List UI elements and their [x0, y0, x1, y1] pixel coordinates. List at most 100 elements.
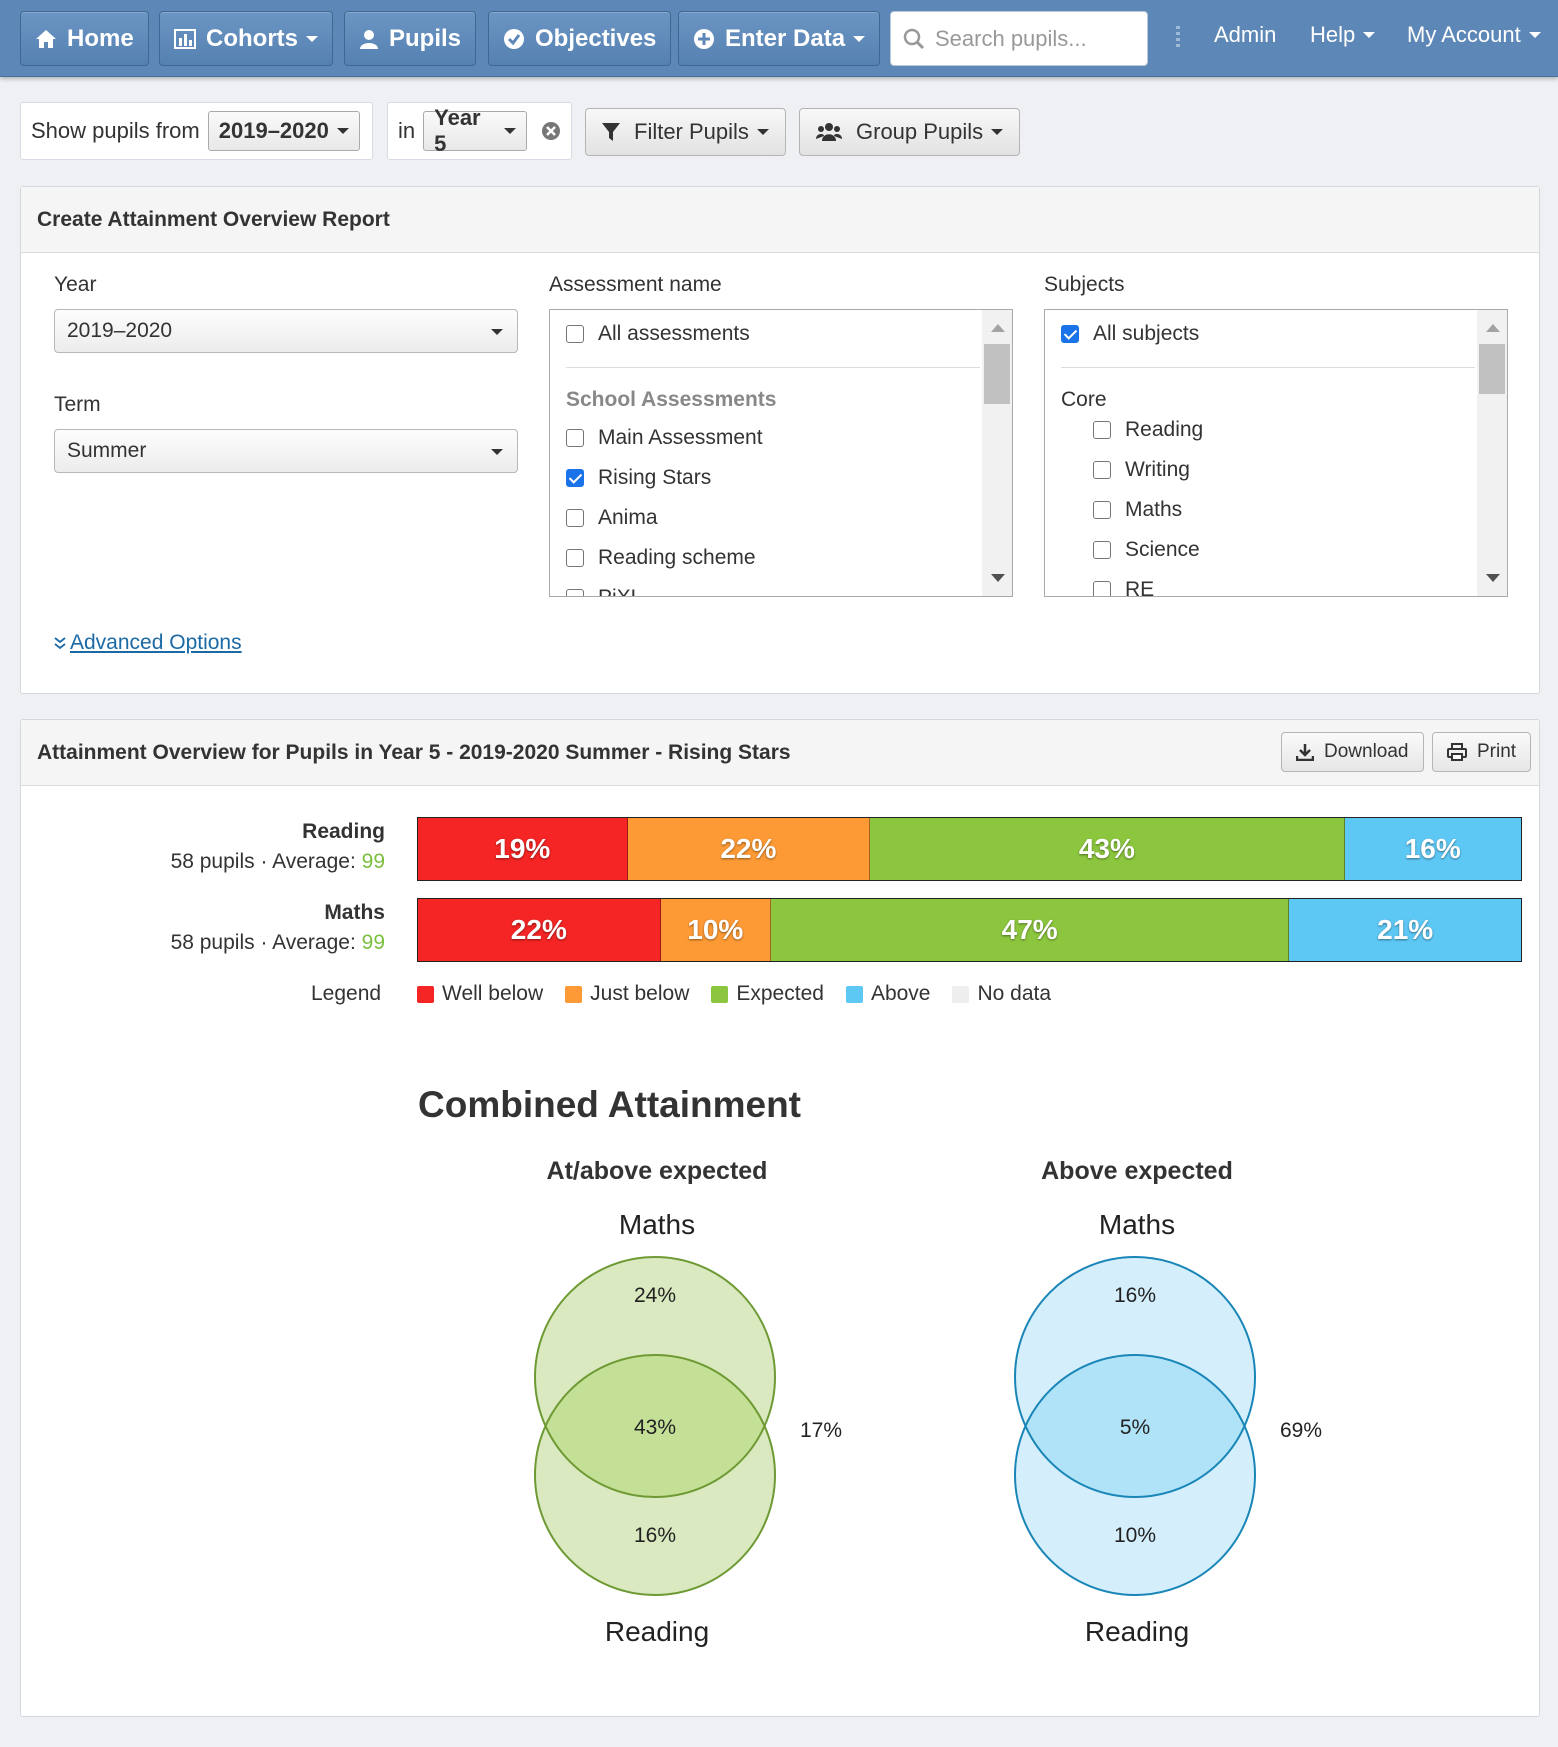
scroll-down-arrow-icon[interactable]: [991, 574, 1005, 582]
scroll-thumb[interactable]: [984, 344, 1010, 404]
subject-option-maths[interactable]: Maths: [1093, 498, 1182, 522]
chevron-down-icon: [306, 35, 318, 42]
advanced-options-link[interactable]: Advanced Options: [54, 631, 242, 655]
print-button[interactable]: Print: [1432, 732, 1532, 772]
subject-option-label: Maths: [1125, 498, 1183, 521]
assessment-checkbox[interactable]: [566, 509, 584, 527]
download-icon: [1296, 743, 1314, 761]
nav-home-label: Home: [67, 24, 134, 52]
report-year-select[interactable]: 2019–2020: [54, 309, 518, 353]
toolbar-cohort-select[interactable]: Year 5: [423, 105, 527, 156]
assessment-listbox[interactable]: All assessments School Assessments Main …: [549, 309, 1013, 597]
all-assessments-label: All assessments: [598, 322, 750, 345]
report-term-select[interactable]: Summer: [54, 429, 518, 473]
legend-item-above: Above: [845, 982, 931, 1006]
assessment-checkbox[interactable]: [566, 549, 584, 567]
assessment-option-main[interactable]: Main Assessment: [566, 426, 763, 450]
scroll-down-arrow-icon[interactable]: [1486, 574, 1500, 582]
group-pupils-label: Group Pupils: [856, 119, 984, 144]
clear-cohort-icon[interactable]: [541, 121, 561, 141]
legend-swatch: [565, 985, 583, 1003]
listbox-divider: [1061, 367, 1475, 368]
maths-attainment-bar: 22% 10% 47% 21%: [417, 898, 1522, 962]
all-assessments-option[interactable]: All assessments: [566, 322, 750, 346]
filter-pupils-label: Filter Pupils: [634, 119, 749, 144]
plus-circle-icon: [693, 28, 715, 50]
venn-overlap-value: 43%: [634, 1416, 676, 1439]
assessment-option-rising-stars[interactable]: Rising Stars: [566, 466, 711, 490]
assessment-option-reading-scheme[interactable]: Reading scheme: [566, 546, 756, 570]
assessment-checkbox[interactable]: [566, 589, 584, 596]
reading-row-label: Reading 58 pupils · Average: 99: [171, 820, 385, 874]
subject-checkbox[interactable]: [1093, 541, 1111, 559]
reading-pupils-text: 58 pupils · Average:: [170, 850, 362, 873]
nav-my-account-link[interactable]: My Account: [1407, 22, 1541, 48]
subject-option-label: Writing: [1125, 458, 1190, 481]
legend-swatch: [952, 985, 970, 1003]
all-subjects-checkbox[interactable]: [1061, 325, 1079, 343]
combined-attainment-title: Combined Attainment: [418, 1084, 802, 1125]
reading-attainment-bar: 19% 22% 43% 16%: [417, 817, 1522, 881]
assessment-field-label: Assessment name: [549, 273, 722, 296]
maths-bar-segment-well-below: 22%: [418, 899, 661, 961]
nav-my-account-label: My Account: [1407, 22, 1521, 47]
users-icon: [816, 122, 842, 142]
filter-pupils-button[interactable]: Filter Pupils: [585, 108, 786, 156]
assessment-checkbox[interactable]: [566, 429, 584, 447]
scroll-up-arrow-icon[interactable]: [1486, 324, 1500, 332]
scroll-up-arrow-icon[interactable]: [991, 324, 1005, 332]
assessment-option-anima[interactable]: Anima: [566, 506, 658, 530]
subject-checkbox[interactable]: [1093, 461, 1111, 479]
create-report-header: Create Attainment Overview Report: [21, 187, 1539, 253]
subject-option-science[interactable]: Science: [1093, 538, 1200, 562]
legend-label: Above: [870, 982, 931, 1005]
toolbar-year-select[interactable]: 2019–2020: [207, 111, 360, 151]
all-subjects-option[interactable]: All subjects: [1061, 322, 1199, 346]
nav-admin-link[interactable]: Admin: [1214, 22, 1276, 48]
all-assessments-checkbox[interactable]: [566, 325, 584, 343]
subjects-scrollbar[interactable]: [1477, 310, 1507, 596]
chevron-down-icon: [504, 128, 516, 134]
subject-option-reading[interactable]: Reading: [1093, 418, 1203, 442]
subject-option-label: RE: [1125, 578, 1155, 597]
in-label: in: [398, 118, 416, 143]
nav-help-label: Help: [1310, 22, 1356, 47]
venn-overlap-value: 5%: [1120, 1416, 1150, 1439]
subjects-listbox[interactable]: All subjects Core Reading Writing Maths …: [1044, 309, 1508, 597]
download-button[interactable]: Download: [1281, 732, 1424, 772]
subject-option-re[interactable]: RE: [1093, 578, 1155, 597]
venn-above-outside-value: 69%: [1280, 1419, 1323, 1442]
assessment-checkbox[interactable]: [566, 469, 584, 487]
nav-enter-data-button[interactable]: Enter Data: [678, 11, 881, 66]
subject-checkbox[interactable]: [1093, 421, 1111, 439]
legend: Well below Just below Expected Above No data: [417, 982, 1073, 1006]
group-pupils-button[interactable]: Group Pupils: [799, 108, 1021, 156]
assessment-option-pixl[interactable]: PiXL: [566, 586, 642, 596]
subjects-field-label: Subjects: [1044, 273, 1125, 296]
venn-bottom-only-value: 10%: [1114, 1524, 1156, 1547]
subject-checkbox[interactable]: [1093, 581, 1111, 596]
assessment-scrollbar[interactable]: [982, 310, 1012, 596]
nav-cohorts-button[interactable]: Cohorts: [159, 11, 333, 66]
subject-checkbox[interactable]: [1093, 501, 1111, 519]
nav-pupils-button[interactable]: Pupils: [344, 11, 477, 66]
maths-average-value: 99: [361, 931, 385, 954]
term-field-label: Term: [54, 393, 101, 416]
print-label: Print: [1477, 741, 1517, 762]
legend-item-well-below: Well below: [417, 982, 543, 1006]
toolbar-cohort-value: Year 5: [434, 105, 481, 156]
maths-subject-name: Maths: [324, 901, 385, 924]
venn-above-title: Above expected: [1041, 1157, 1233, 1185]
core-group-label: Core: [1061, 388, 1107, 411]
venn-at-above-top-set-label: Maths: [618, 1209, 696, 1240]
print-icon: [1447, 743, 1467, 761]
nav-home-button[interactable]: Home: [20, 11, 149, 66]
venn-bottom-set-outline: [534, 1354, 776, 1596]
legend-swatch: [711, 985, 729, 1003]
search-input[interactable]: Search pupils...: [890, 11, 1148, 66]
maths-bar-segment-expected: 47%: [770, 899, 1290, 961]
nav-help-link[interactable]: Help: [1310, 22, 1376, 48]
scroll-thumb[interactable]: [1479, 344, 1505, 394]
subject-option-writing[interactable]: Writing: [1093, 458, 1190, 482]
nav-objectives-button[interactable]: Objectives: [488, 11, 672, 66]
